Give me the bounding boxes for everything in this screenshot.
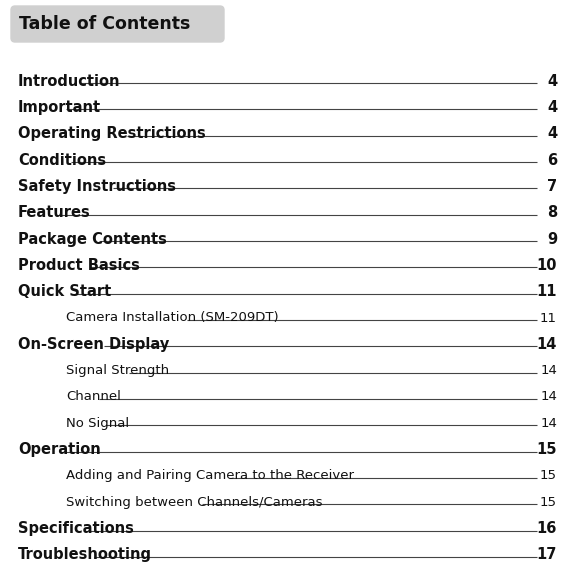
- Text: On-Screen Display: On-Screen Display: [18, 337, 169, 352]
- Text: 16: 16: [536, 521, 557, 536]
- Text: 14: 14: [536, 337, 557, 352]
- Text: Table of Contents: Table of Contents: [19, 15, 190, 33]
- Text: Safety Instructions: Safety Instructions: [18, 179, 176, 194]
- Text: Troubleshooting: Troubleshooting: [18, 547, 152, 563]
- Text: Signal Strength: Signal Strength: [66, 364, 169, 377]
- Text: 10: 10: [536, 258, 557, 273]
- Text: 4: 4: [547, 73, 557, 89]
- Text: Quick Start: Quick Start: [18, 284, 111, 299]
- Text: Camera Installation (SM-209DT): Camera Installation (SM-209DT): [66, 311, 279, 325]
- Text: 11: 11: [536, 284, 557, 299]
- Text: 15: 15: [540, 469, 557, 482]
- Text: 4: 4: [547, 100, 557, 115]
- Text: 11: 11: [540, 311, 557, 325]
- Text: 15: 15: [540, 496, 557, 509]
- Text: Channel: Channel: [66, 391, 121, 403]
- Text: Conditions: Conditions: [18, 153, 106, 167]
- Text: Operation: Operation: [18, 442, 101, 457]
- Text: Introduction: Introduction: [18, 73, 121, 89]
- Text: Important: Important: [18, 100, 101, 115]
- Text: Specifications: Specifications: [18, 521, 134, 536]
- Text: 4: 4: [547, 127, 557, 141]
- Text: 6: 6: [547, 153, 557, 167]
- Text: 7: 7: [547, 179, 557, 194]
- Text: Features: Features: [18, 205, 91, 220]
- Text: 14: 14: [540, 417, 557, 430]
- Text: Operating Restrictions: Operating Restrictions: [18, 127, 206, 141]
- Text: No Signal: No Signal: [66, 417, 129, 430]
- Text: 17: 17: [536, 547, 557, 563]
- Text: 14: 14: [540, 364, 557, 377]
- Text: 14: 14: [540, 391, 557, 403]
- FancyBboxPatch shape: [11, 6, 224, 42]
- Text: Adding and Pairing Camera to the Receiver: Adding and Pairing Camera to the Receive…: [66, 469, 354, 482]
- Text: 9: 9: [547, 231, 557, 247]
- Text: 15: 15: [536, 442, 557, 457]
- Text: Product Basics: Product Basics: [18, 258, 140, 273]
- Text: Package Contents: Package Contents: [18, 231, 167, 247]
- Text: 8: 8: [547, 205, 557, 220]
- Text: Switching between Channels/Cameras: Switching between Channels/Cameras: [66, 496, 323, 509]
